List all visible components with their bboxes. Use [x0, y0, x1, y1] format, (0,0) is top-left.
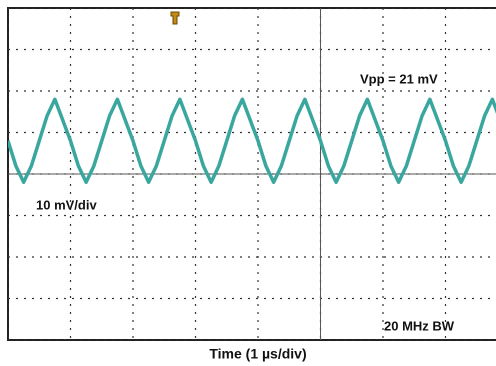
annotation: 20 MHz BW	[384, 318, 455, 333]
waveform	[8, 97, 496, 185]
annotation: Vpp = 21 mV	[360, 71, 438, 86]
trigger-marker	[170, 11, 180, 25]
x-axis-label: Time (1 µs/div)	[209, 346, 306, 362]
plot-area	[8, 8, 496, 340]
annotation: 10 mV/div	[36, 197, 97, 212]
